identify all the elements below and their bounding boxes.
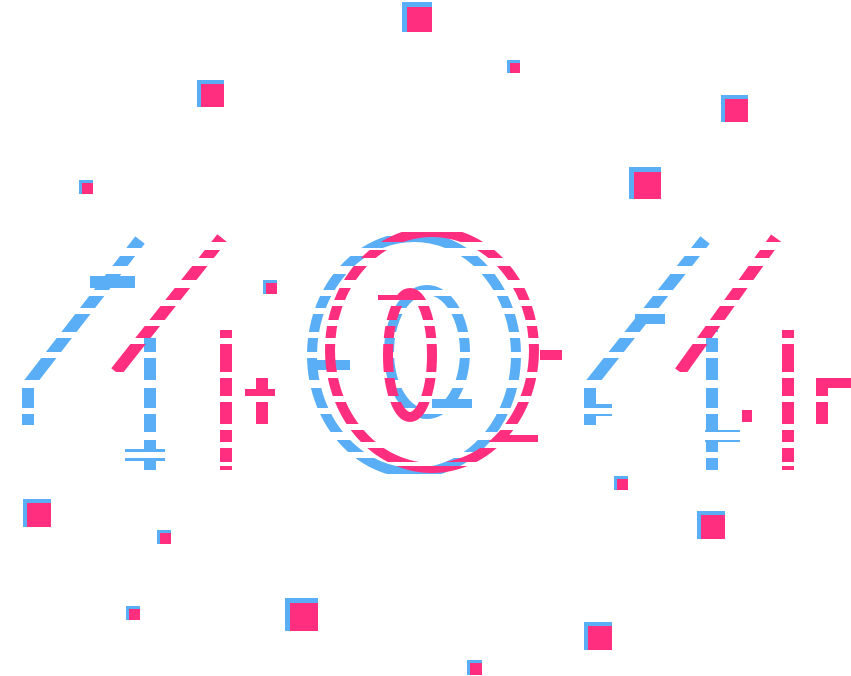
square-confetti-icon	[697, 511, 725, 539]
square-confetti-icon	[157, 530, 171, 544]
square-confetti-icon	[507, 60, 520, 73]
confetti-square-pink	[27, 503, 51, 527]
confetti-square-pink	[470, 663, 482, 675]
square-confetti-icon	[402, 2, 432, 32]
digit-0-blue	[307, 236, 521, 474]
confetti-square-pink	[588, 626, 612, 650]
digit-4-left-blue	[22, 236, 165, 470]
square-confetti-icon	[584, 622, 612, 650]
square-confetti-icon	[263, 280, 277, 294]
confetti-square-pink	[725, 99, 748, 122]
confetti-square-pink	[129, 609, 140, 620]
confetti-square-pink	[201, 84, 224, 107]
confetti-square-pink	[160, 533, 171, 544]
confetti-square-pink	[617, 479, 628, 490]
digit-4-right-pink	[675, 234, 851, 470]
confetti-square-pink	[82, 183, 93, 194]
confetti-square-pink	[510, 63, 520, 73]
confetti-square-pink	[701, 515, 725, 539]
square-confetti-icon	[285, 598, 318, 631]
confetti-square-pink	[266, 283, 277, 294]
square-confetti-icon	[23, 499, 51, 527]
confetti-square-pink	[290, 603, 318, 631]
digit-4-left-pink	[111, 234, 275, 470]
square-confetti-icon	[614, 476, 628, 490]
square-confetti-icon	[467, 660, 482, 675]
square-confetti-icon	[197, 80, 224, 107]
square-confetti-icon	[629, 167, 661, 199]
digit-0-pink	[325, 232, 562, 473]
digit-4-right-blue	[584, 236, 740, 470]
confetti-square-pink	[407, 7, 432, 32]
confetti-square-pink	[634, 172, 661, 199]
square-confetti-icon	[721, 95, 748, 122]
square-confetti-icon	[126, 606, 140, 620]
square-confetti-icon	[79, 180, 93, 194]
glitch-layer-pink	[111, 232, 851, 473]
